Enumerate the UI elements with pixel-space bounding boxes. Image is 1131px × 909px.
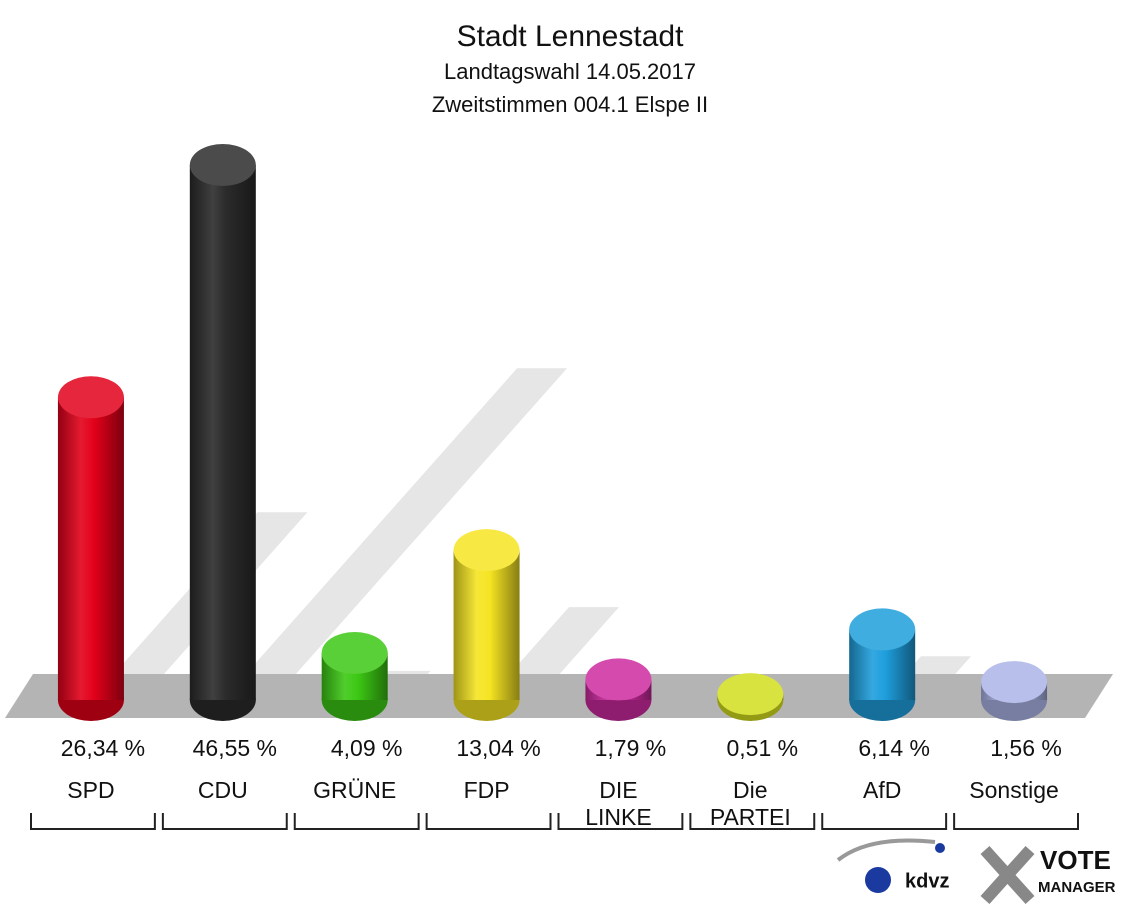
label-line: DIE xyxy=(599,777,637,803)
bracket xyxy=(689,813,816,830)
value-label: 1,56 % xyxy=(990,735,1062,761)
chart-subtitle: Landtagswahl 14.05.2017 xyxy=(444,59,696,84)
bar-cap xyxy=(321,631,388,674)
logo-swoosh xyxy=(836,838,936,862)
floor xyxy=(5,674,1113,718)
x-tick-label: Sonstige xyxy=(969,777,1059,803)
x-tick-label: Die PARTEI xyxy=(710,777,791,830)
bar-cap xyxy=(57,376,124,419)
bracket xyxy=(821,813,948,830)
label-line: CDU xyxy=(198,777,248,803)
logo: kdvz VOTE MANAGER xyxy=(836,838,1116,905)
bracket xyxy=(161,813,288,830)
label-line: SPD xyxy=(67,777,114,803)
bar xyxy=(189,165,256,700)
logo-ball xyxy=(935,843,945,853)
value-label: 26,34 % xyxy=(61,735,145,761)
chart-subtitle: Zweitstimmen 004.1 Elspe II xyxy=(432,92,708,117)
logo-text: kdvz xyxy=(905,870,949,892)
x-tick-label: CDU xyxy=(198,777,248,803)
logo-cross xyxy=(980,845,1035,905)
x-tick-label: GRÜNE xyxy=(313,777,396,803)
label-line: FDP xyxy=(464,777,510,803)
bracket xyxy=(293,813,420,830)
shadow xyxy=(222,368,568,700)
value-label: 6,14 % xyxy=(858,735,930,761)
logo-text: VOTE xyxy=(1040,845,1111,875)
value-label: 4,09 % xyxy=(331,735,403,761)
bars xyxy=(57,144,1048,721)
bracket xyxy=(30,813,156,830)
logo-text: MANAGER xyxy=(1038,879,1116,896)
bar-cap xyxy=(981,661,1048,704)
label-line: AfD xyxy=(863,777,901,803)
labels: 26,34 % SPD 46,55 % CDU 4,09 % GRÜNE 13,04 % FD… xyxy=(30,735,1079,830)
label-line: Sonstige xyxy=(969,777,1059,803)
bar-cap xyxy=(189,144,256,186)
x-tick-label: AfD xyxy=(863,777,901,803)
value-label: 46,55 % xyxy=(193,735,277,761)
bar-cap xyxy=(849,608,916,651)
x-tick-label: DIE LINKE xyxy=(585,777,651,830)
label-line: LINKE xyxy=(585,804,651,830)
bar-cap xyxy=(453,529,520,572)
logo-ball xyxy=(865,867,891,893)
label-line: GRÜNE xyxy=(313,777,396,803)
value-label: 13,04 % xyxy=(456,735,540,761)
bracket xyxy=(425,813,552,830)
value-label: 0,51 % xyxy=(727,735,799,761)
x-tick-label: SPD xyxy=(67,777,114,803)
x-tick-label: FDP xyxy=(464,777,510,803)
bar xyxy=(453,550,520,700)
bar-cap xyxy=(717,673,784,716)
chart-title: Stadt Lennestadt xyxy=(457,20,685,53)
value-label: 1,79 % xyxy=(595,735,667,761)
bracket xyxy=(557,813,684,830)
bar xyxy=(57,397,124,700)
label-line: Die xyxy=(733,777,768,803)
bracket xyxy=(953,813,1079,830)
label-line: PARTEI xyxy=(710,804,791,830)
bar-cap xyxy=(585,658,652,701)
